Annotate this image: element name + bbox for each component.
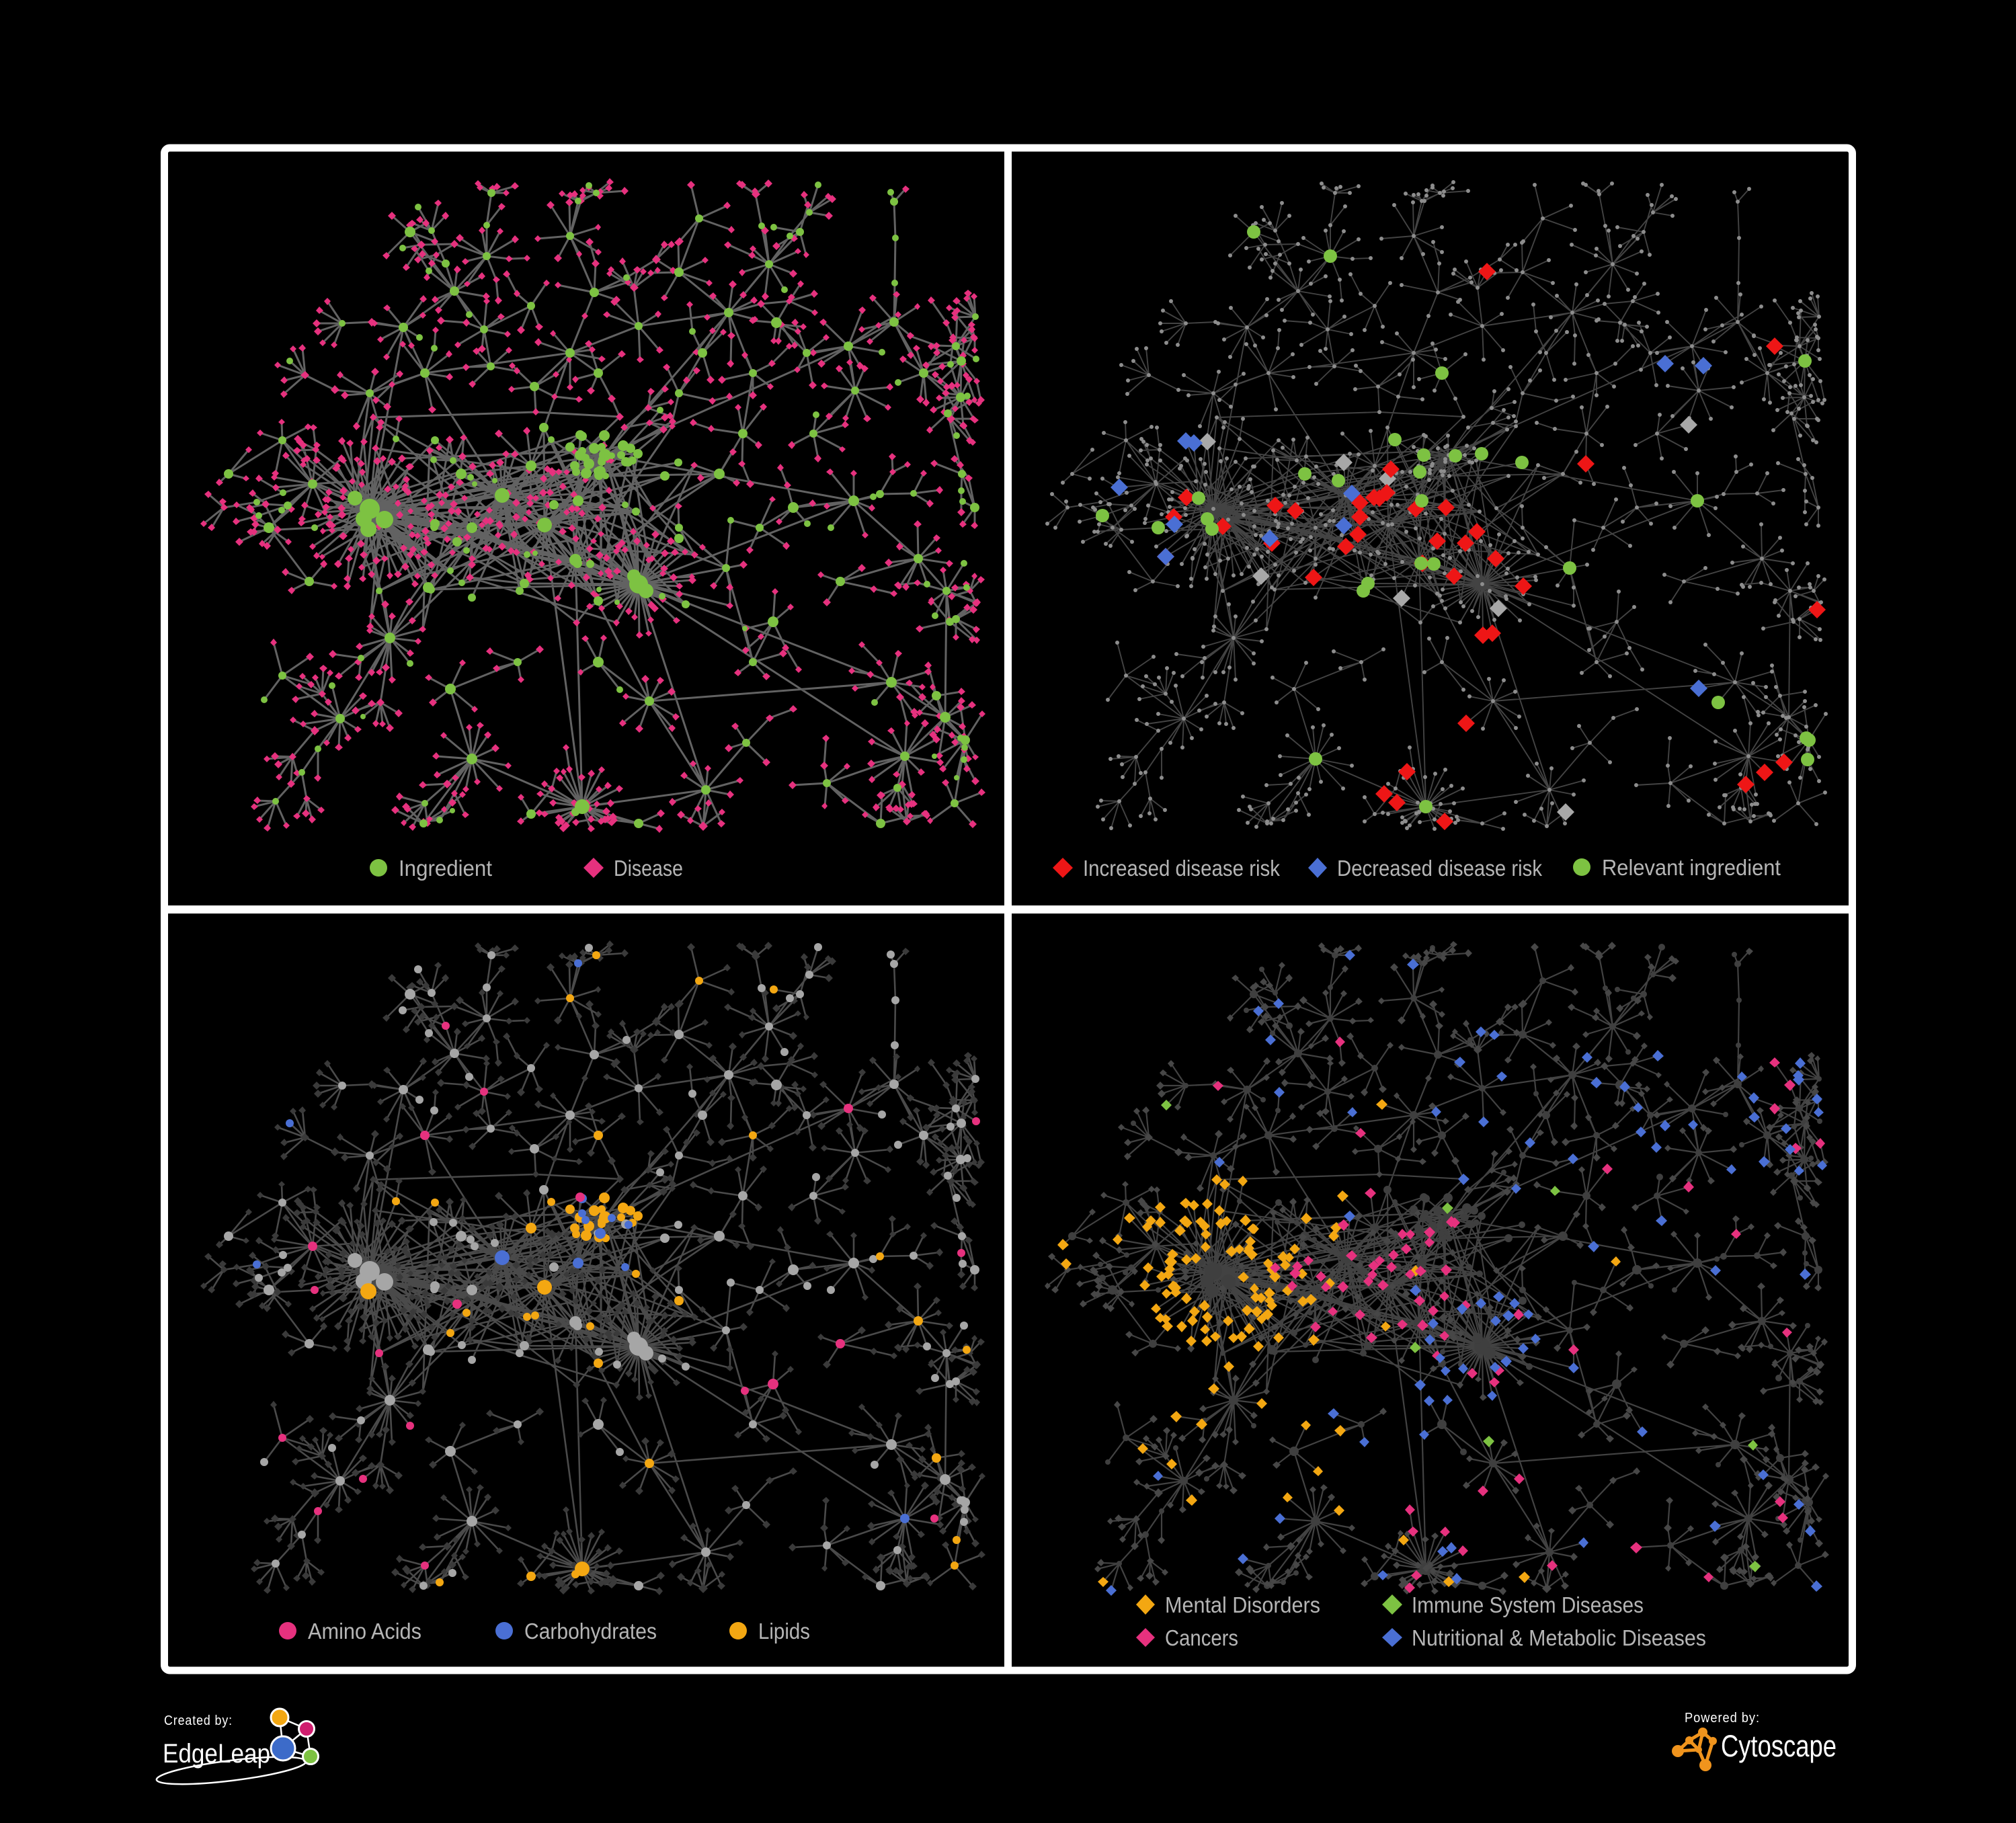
svg-text:EdgeLeap: EdgeLeap: [163, 1739, 270, 1769]
svg-text:Amino Acids: Amino Acids: [308, 1619, 421, 1644]
svg-text:Lipids: Lipids: [758, 1619, 810, 1644]
svg-text:Immune System Diseases: Immune System Diseases: [1412, 1592, 1644, 1617]
svg-text:Powered by:: Powered by:: [1685, 1711, 1760, 1726]
svg-text:Increased disease risk: Increased disease risk: [1083, 856, 1280, 881]
svg-text:Cancers: Cancers: [1165, 1625, 1238, 1650]
svg-text:Carbohydrates: Carbohydrates: [524, 1619, 657, 1644]
svg-text:Created by:: Created by:: [164, 1713, 233, 1728]
svg-text:Disease: Disease: [614, 856, 683, 881]
svg-text:Ingredient: Ingredient: [399, 856, 492, 881]
svg-text:Mental Disorders: Mental Disorders: [1165, 1592, 1320, 1617]
svg-text:Cytoscape: Cytoscape: [1721, 1729, 1837, 1763]
svg-text:Decreased disease risk: Decreased disease risk: [1337, 856, 1542, 881]
svg-text:Relevant ingredient: Relevant ingredient: [1602, 855, 1781, 880]
svg-text:Nutritional & Metabolic Diseas: Nutritional & Metabolic Diseases: [1412, 1625, 1706, 1650]
